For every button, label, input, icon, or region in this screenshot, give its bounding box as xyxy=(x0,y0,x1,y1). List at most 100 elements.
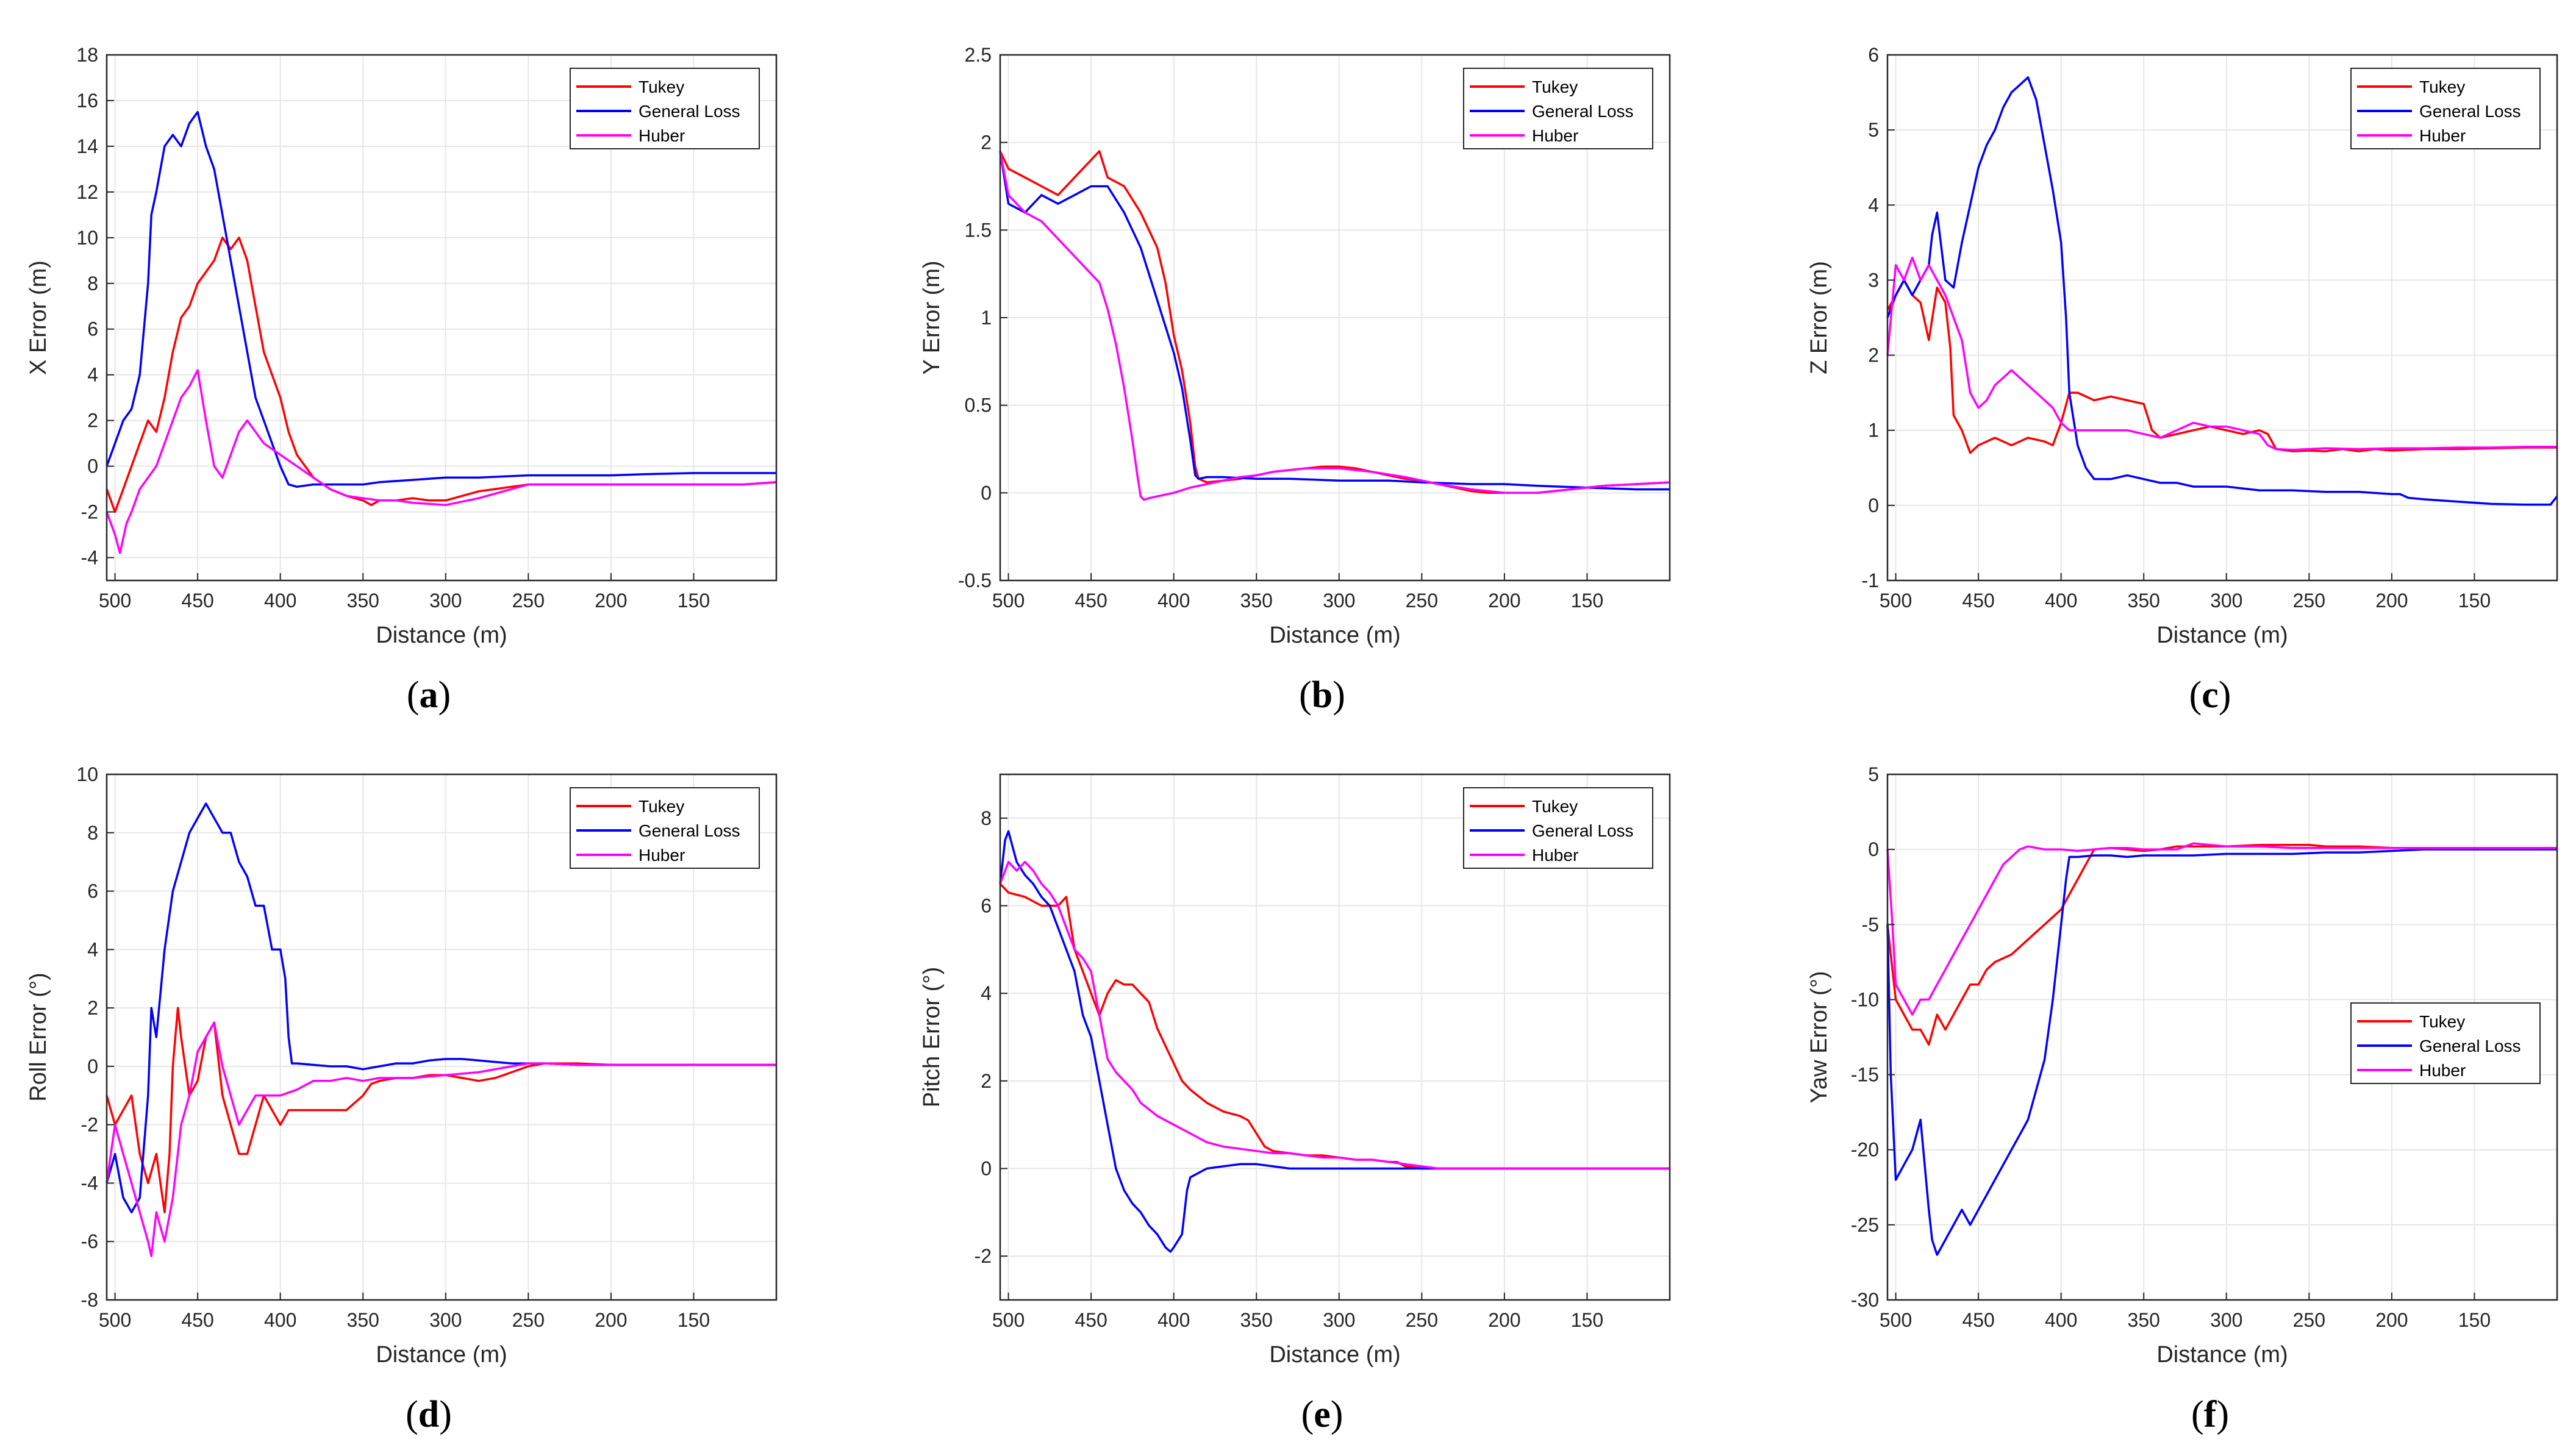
x-tick-label: 250 xyxy=(1406,1309,1438,1331)
ticks: 500 450 400 350 300 250 200 150 -0.5 0 0.5 1 1.5 2 2.5 xyxy=(958,44,1603,612)
x-tick-label: 150 xyxy=(678,590,710,612)
y-tick-label: -10 xyxy=(1851,988,1879,1010)
legend: Tukey General Loss Huber xyxy=(2350,1002,2541,1084)
y-tick-label: 10 xyxy=(76,763,98,785)
legend-label: General Loss xyxy=(639,102,740,121)
x-tick-label: 200 xyxy=(1488,590,1520,612)
y-axis-label: Yaw Error (°) xyxy=(1806,971,1832,1103)
y-tick-label: 0 xyxy=(981,482,992,504)
x-tick-label: 300 xyxy=(2210,1309,2242,1331)
y-tick-label: -20 xyxy=(1851,1139,1879,1161)
series-line-huber xyxy=(106,369,777,554)
y-tick-label: 2 xyxy=(87,997,98,1019)
y-tick-label: 8 xyxy=(981,807,992,829)
panel-caption: (e) xyxy=(1301,1394,1343,1435)
panel-caption: (b) xyxy=(1299,674,1345,716)
x-tick-label: 450 xyxy=(1075,590,1107,612)
legend-label: General Loss xyxy=(1532,821,1634,840)
y-tick-label: 1.5 xyxy=(965,219,992,241)
y-tick-label: -4 xyxy=(81,547,98,569)
legend: Tukey General Loss Huber xyxy=(1463,68,1653,149)
panel-caption: (c) xyxy=(2189,674,2231,716)
series-line-general-loss xyxy=(106,110,776,488)
x-tick-label: 200 xyxy=(595,1309,627,1331)
ticks: 500 450 400 350 300 250 200 150 -4 -2 0 2 4 6 8 10 12 14 1… xyxy=(76,44,710,612)
y-tick-label: 6 xyxy=(87,318,98,340)
x-tick-label: 300 xyxy=(2210,590,2242,612)
x-tick-label: 500 xyxy=(99,1309,131,1331)
x-tick-label: 450 xyxy=(1962,590,1994,612)
chart-e: 500 450 400 350 300 250 200 150 -2 0 2 4 6 8 Distance … xyxy=(919,773,1671,1435)
y-tick-label: 2.5 xyxy=(965,44,992,66)
x-tick-label: 350 xyxy=(1240,590,1273,612)
x-tick-label: 250 xyxy=(512,1309,545,1331)
legend-label: Tukey xyxy=(639,797,684,816)
x-tick-label: 150 xyxy=(2458,590,2491,612)
x-tick-label: 150 xyxy=(678,1309,710,1331)
series-line-tukey xyxy=(1886,844,2557,1046)
x-tick-label: 400 xyxy=(2045,1309,2077,1331)
legend: Tukey General Loss Huber xyxy=(2350,68,2541,149)
x-tick-label: 200 xyxy=(1488,1309,1520,1331)
y-axis-label: Pitch Error (°) xyxy=(919,967,945,1108)
axes-frame xyxy=(106,54,778,582)
x-tick-label: 350 xyxy=(2128,1309,2160,1331)
x-tick-label: 300 xyxy=(429,1309,462,1331)
y-tick-label: 4 xyxy=(981,982,992,1004)
panel-caption: (a) xyxy=(407,674,451,716)
series-line-huber xyxy=(106,1021,776,1257)
ticks: 500 450 400 350 300 250 200 150 -1 0 1 2 3 4 5 6 xyxy=(1862,44,2491,612)
y-tick-label: -1 xyxy=(1862,569,1879,591)
y-tick-label: 5 xyxy=(1868,763,1879,785)
x-tick-label: 350 xyxy=(1240,1309,1273,1331)
x-tick-label: 200 xyxy=(2375,590,2408,612)
legend-label: General Loss xyxy=(2419,102,2521,121)
series-line-general-loss xyxy=(1886,848,2557,1256)
legend-label: Huber xyxy=(639,846,685,865)
x-tick-label: 500 xyxy=(1880,590,1912,612)
y-tick-label: 4 xyxy=(87,938,98,960)
ticks: 500 450 400 350 300 250 200 150 -2 0 2 4 6 8 xyxy=(975,807,1604,1331)
y-tick-label: 1 xyxy=(981,307,992,329)
legend-label: Huber xyxy=(1532,126,1578,145)
legend-label: General Loss xyxy=(1532,102,1634,121)
y-tick-label: -0.5 xyxy=(958,569,992,591)
y-tick-label: 6 xyxy=(87,880,98,902)
x-tick-label: 250 xyxy=(2293,1309,2325,1331)
legend-label: Tukey xyxy=(1532,797,1578,816)
x-tick-label: 300 xyxy=(1323,590,1355,612)
x-axis-label: Distance (m) xyxy=(376,623,507,648)
y-tick-label: 14 xyxy=(76,135,98,157)
x-tick-label: 500 xyxy=(99,590,131,612)
axes-frame xyxy=(106,773,778,1301)
x-tick-label: 250 xyxy=(1406,590,1438,612)
y-tick-label: 4 xyxy=(87,364,98,386)
chart-f: 500 450 400 350 300 250 200 150 -30 -25 -20 -15 -10 -… xyxy=(1806,763,2558,1435)
chart-d: 500 450 400 350 300 250 200 150 -8 -6 -4 -2 0 2 4 6 8 10 D… xyxy=(26,763,778,1435)
legend-box xyxy=(1463,68,1653,149)
ticks: 500 450 400 350 300 250 200 150 -30 -25 -20 -15 -10 -… xyxy=(1851,763,2491,1331)
x-tick-label: 250 xyxy=(512,590,545,612)
axes-frame xyxy=(1886,54,2558,582)
y-tick-label: -2 xyxy=(81,501,98,523)
x-tick-label: 300 xyxy=(1323,1309,1355,1331)
y-tick-label: -5 xyxy=(1862,913,1879,935)
x-tick-label: 450 xyxy=(181,590,213,612)
y-tick-label: -2 xyxy=(975,1245,992,1267)
y-tick-label: 0.5 xyxy=(965,394,992,416)
legend-label: Huber xyxy=(2419,126,2466,145)
series-line-huber xyxy=(999,151,1670,501)
x-tick-label: 300 xyxy=(429,590,462,612)
series-line-huber xyxy=(999,860,1670,1170)
y-tick-label: 0 xyxy=(87,455,98,477)
y-tick-label: 2 xyxy=(1868,344,1879,366)
y-tick-label: 1 xyxy=(1868,419,1879,441)
x-tick-label: 450 xyxy=(1075,1309,1107,1331)
x-tick-label: 350 xyxy=(347,1309,379,1331)
x-axis-label: Distance (m) xyxy=(376,1342,507,1368)
x-tick-label: 200 xyxy=(595,590,627,612)
legend: Tukey General Loss Huber xyxy=(570,787,760,869)
panel-caption: (d) xyxy=(406,1394,452,1435)
x-tick-label: 250 xyxy=(2293,590,2325,612)
legend-label: Tukey xyxy=(1532,77,1578,96)
